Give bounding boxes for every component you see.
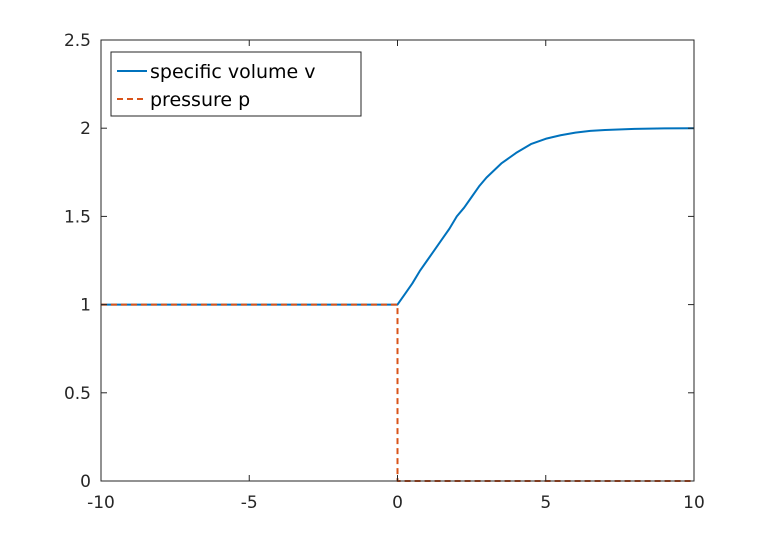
- legend-label-0: specific volume v: [150, 61, 316, 83]
- series-line-0: [101, 127, 695, 306]
- legend-label-1: pressure p: [150, 89, 250, 111]
- ticks-layer: [100, 39, 695, 482]
- x-tick-label: -10: [87, 493, 115, 513]
- tick-labels-layer: -10 -5 0 5 10 0 0.5 1 1.5 2 2.5: [64, 31, 705, 513]
- y-tick-label: 1: [80, 296, 91, 316]
- x-tick-label: 10: [683, 493, 705, 513]
- legend-box: [110, 51, 362, 117]
- y-tick-label: 0: [80, 472, 91, 492]
- x-tick-label: 0: [392, 493, 403, 513]
- x-tick-label: 5: [540, 493, 551, 513]
- y-tick-label: 2: [80, 119, 91, 139]
- y-tick-label: 0.5: [64, 384, 91, 404]
- legend: specific volume v pressure p: [110, 51, 362, 117]
- y-tick-label: 2.5: [64, 31, 91, 51]
- x-tick-label: -5: [241, 493, 258, 513]
- y-tick-label: 1.5: [64, 207, 91, 227]
